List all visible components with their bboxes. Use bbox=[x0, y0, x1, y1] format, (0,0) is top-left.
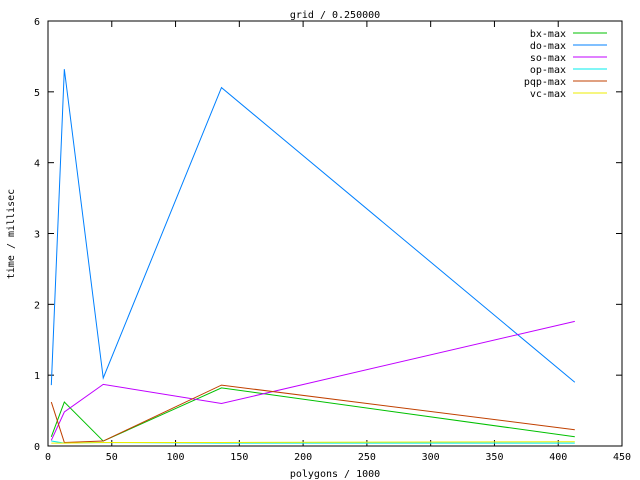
y-tick-label: 2 bbox=[34, 300, 40, 311]
legend-label: op-max bbox=[530, 65, 566, 76]
x-axis-label: polygons / 1000 bbox=[290, 469, 380, 480]
x-tick-label: 50 bbox=[106, 452, 118, 463]
y-tick-label: 3 bbox=[34, 230, 40, 241]
legend-label: vc-max bbox=[530, 89, 566, 100]
y-tick-label: 4 bbox=[34, 159, 40, 170]
x-tick-label: 450 bbox=[613, 452, 631, 463]
x-tick-label: 100 bbox=[167, 452, 185, 463]
series-line-pqp-max bbox=[50, 384, 575, 443]
series-line-do-max bbox=[50, 69, 576, 386]
x-tick-label: 0 bbox=[45, 452, 51, 463]
y-tick-label: 1 bbox=[34, 371, 40, 382]
chart-title: grid / 0.250000 bbox=[290, 10, 380, 21]
legend-label: bx-max bbox=[530, 29, 566, 40]
y-tick-label: 6 bbox=[34, 17, 40, 28]
x-tick-label: 350 bbox=[485, 452, 503, 463]
legend-label: so-max bbox=[530, 53, 566, 64]
y-axis-label: time / millisec bbox=[6, 189, 17, 279]
series-line-so-max bbox=[50, 320, 575, 441]
x-tick-label: 250 bbox=[358, 452, 376, 463]
x-tick-label: 300 bbox=[422, 452, 440, 463]
legend-label: pqp-max bbox=[524, 77, 566, 88]
legend-label: do-max bbox=[530, 41, 566, 52]
y-tick-label: 5 bbox=[34, 88, 40, 99]
x-tick-label: 150 bbox=[230, 452, 248, 463]
x-tick-label: 200 bbox=[294, 452, 312, 463]
series-line-bx-max bbox=[50, 387, 575, 442]
series-line-vc-max bbox=[51, 441, 575, 444]
x-tick-label: 400 bbox=[549, 452, 567, 463]
y-tick-label: 0 bbox=[34, 442, 40, 453]
